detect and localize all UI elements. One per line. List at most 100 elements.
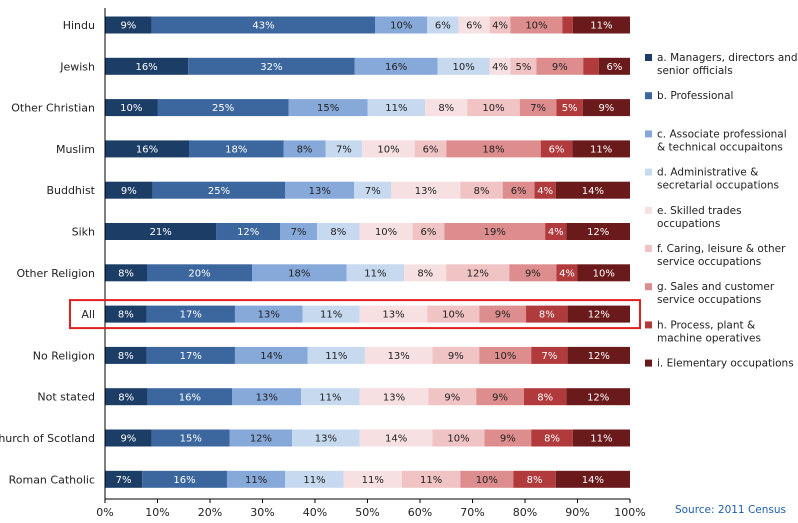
bar-segment [105,99,158,117]
data-label: 16% [385,62,407,73]
bar-segment [412,223,445,240]
bar-segment [519,99,557,117]
bar-segment [572,140,630,158]
bar-segment [157,99,289,117]
data-label: 11% [325,351,347,362]
bar-segment [346,264,405,282]
bar-segment [425,99,468,117]
data-label: 14% [582,186,604,197]
data-label: 11% [590,21,612,32]
data-label: 16% [135,62,157,73]
data-label: 12% [588,351,610,362]
data-label: 10% [390,21,412,32]
data-label: 8% [118,268,134,279]
bar-segment [572,16,630,34]
bar-segment [151,16,376,34]
x-tick-label: 20% [198,506,222,519]
bar-segment [105,16,152,34]
data-label: 11% [319,392,341,403]
data-label: 8% [527,475,543,486]
legend: a. Managers, directors and senior officia… [645,52,798,370]
bar-segment [476,388,524,406]
bar-segment [562,16,573,34]
data-label: 8% [330,227,346,238]
data-label: 7% [530,103,546,114]
category-label: All [81,308,95,321]
bar-segment [105,181,153,199]
bar-segment [229,429,293,447]
category-label: Other Christian [11,102,95,115]
data-label: 25% [212,103,234,114]
data-label: 21% [150,227,172,238]
category-label: Church of Scotland [0,432,95,445]
bar-segment [234,305,303,323]
bar-segment [444,223,546,240]
bar-segment [467,99,520,117]
data-label: 7% [291,227,307,238]
data-label: 10% [593,268,615,279]
bar-segment [105,223,217,240]
bar-segment [540,140,573,158]
category-label: Sikh [72,226,95,239]
data-label: 8% [539,310,555,321]
data-label: 13% [309,186,331,197]
data-label: 9% [448,351,464,362]
highlight-box [69,299,641,330]
data-label: 5% [562,103,578,114]
bar-segment [531,346,568,364]
x-tick-label: 50% [355,506,379,519]
data-label: 7% [541,351,557,362]
data-label: 13% [315,434,337,445]
data-label: 8% [544,434,560,445]
bar-segment [502,181,535,199]
bar-segment [288,99,368,117]
segment-labels-layer: 9% 43% 10% 6% 6% 4% 10% 11% 16% 32% 16% 10% 4% 5% 9% 6%… [116,21,623,486]
bar-segment [534,181,556,199]
data-label: 6% [466,21,482,32]
bar-segment [105,388,148,406]
data-label: 4% [537,186,553,197]
data-label: 13% [388,351,410,362]
bar-segment [437,57,490,75]
legend-swatch [645,92,652,100]
bar-segment [285,470,344,488]
bar-segment [105,140,189,158]
data-label: 14% [260,351,282,362]
data-label: 18% [482,145,504,156]
x-tick-label: 40% [303,506,327,519]
data-label: 18% [225,145,247,156]
data-label: 10% [442,310,464,321]
bar-segment [317,223,360,240]
bar-segment [391,181,461,199]
bar-segment [526,305,568,323]
bar-segment [232,388,302,406]
x-tick-label: 60% [408,506,432,519]
x-tick-label: 0% [96,506,113,519]
data-label: 8% [118,351,134,362]
data-label: 25% [208,186,230,197]
bar-segment [146,305,235,323]
bar-segment [432,429,485,447]
data-label: 4% [492,62,508,73]
data-label: 32% [260,62,282,73]
data-label: 12% [237,227,259,238]
bar-segment [582,99,630,117]
bar-segment [555,470,630,488]
category-label: Not stated [37,391,95,404]
legend-swatch [645,54,652,61]
data-label: 43% [252,21,274,32]
legend-swatch [645,130,652,138]
data-label: 11% [303,475,325,486]
data-label: 11% [320,310,342,321]
bar-segment [479,305,527,323]
data-label: 13% [256,392,278,403]
data-label: 10% [120,103,142,114]
category-label: Roman Catholic [9,473,95,486]
data-label: 12% [467,268,489,279]
bar-segment [446,140,541,158]
x-tick-label: 10% [145,506,169,519]
data-label: 15% [317,103,339,114]
data-label: 4% [559,268,575,279]
data-label: 18% [288,268,310,279]
